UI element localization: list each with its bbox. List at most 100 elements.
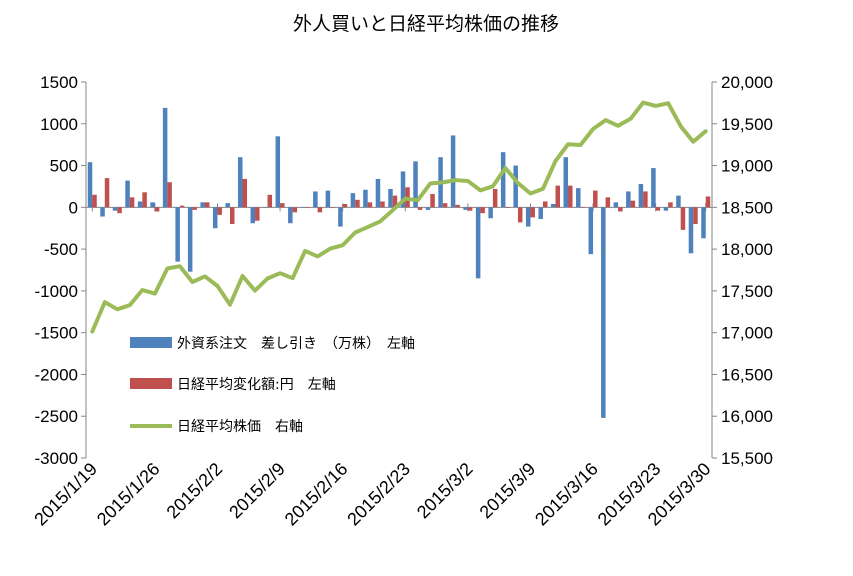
foreign-order-bar [237,157,243,208]
foreign-order-bar [375,178,381,208]
right-axis-tick-label: 19,500 [721,115,773,134]
right-axis-tick-label: 17,000 [721,324,773,343]
nikkei-change-bar [104,178,110,208]
nikkei-change-bar [154,207,160,212]
nikkei-change-bar [643,191,648,208]
foreign-order-bar [538,207,543,220]
x-axis: 2015/1/192015/1/262015/2/22015/2/92015/2… [30,203,715,530]
nikkei-change-bar [705,196,711,208]
nikkei-change-bar [367,202,373,208]
legend-label: 日経平均株価 右軸 [177,419,303,435]
nikkei-change-bar [342,203,348,208]
left-axis-tick-label: -500 [44,240,78,259]
foreign-order-bar [588,207,594,255]
foreign-order-bar [350,193,356,208]
foreign-order-bar [162,107,168,208]
nikkei-change-bar [355,199,360,208]
foreign-order-bar [613,202,619,208]
foreign-order-bar [525,207,531,227]
right-y-axis: 20,000 19,500 19,000 18,500 18,000 17,500 17,0… [711,73,773,468]
foreign-order-bar [500,152,506,208]
foreign-order-bar [325,190,331,208]
nikkei-change-bar [117,207,122,214]
x-axis-tick-label: 2015/2/9 [225,459,289,523]
nikkei-change-bar [292,207,298,213]
nikkei-change-bar [555,185,561,208]
foreign-order-bar [275,136,281,208]
foreign-order-bar [363,189,368,208]
nikkei-change-bar [630,200,636,208]
foreign-order-bar [263,207,268,208]
foreign-order-bar [137,201,143,208]
foreign-order-bar [338,207,343,227]
foreign-order-bar [413,161,418,208]
foreign-order-bar [701,207,706,239]
nikkei-change-bar [693,207,698,225]
right-axis-tick-label: 15,500 [721,449,773,468]
left-axis-tick-label: 500 [50,157,78,176]
foreign-order-bar [488,207,493,219]
nikkei-change-bar [129,197,135,208]
legend-item-nikkei-price: 日経平均株価 右軸 [130,419,303,435]
foreign-order-bar [250,207,256,224]
foreign-order-bar [175,207,180,262]
foreign-order-bar [663,207,669,211]
foreign-order-bar [225,203,230,208]
foreign-order-bar [463,207,468,210]
nikkei-change-bar [392,195,398,208]
foreign-order-bar [212,207,218,229]
right-axis-tick-label: 18,000 [721,240,773,259]
x-axis-tick-label: 2015/3/9 [476,459,540,523]
foreign-order-bar [112,207,118,211]
foreign-order-bar [475,207,481,279]
nikkei-change-bar [530,207,535,218]
x-axis-tick-label: 2015/3/2 [413,459,477,523]
nikkei-change-bar [655,207,661,211]
nikkei-change-bar [192,207,197,210]
nikkei-change-bar [580,207,586,208]
foreign-order-bar [450,135,456,208]
left-axis-tick-label: -1000 [35,282,78,301]
foreign-order-bar [638,183,644,208]
nikkei-change-bar [330,207,335,208]
left-axis-tick-label: -2500 [35,407,78,426]
x-axis-tick-label: 2015/2/23 [343,459,414,530]
nikkei-change-bar [680,207,686,230]
legend-label: 日経平均変化額:円 左軸 [177,376,336,393]
x-axis-tick-label: 2015/2/16 [281,459,352,530]
nikkei-change-bar [605,197,611,208]
right-axis-tick-label: 20,000 [721,73,773,92]
foreign-order-bar [513,165,518,208]
nikkei-change-bar [417,207,423,210]
foreign-order-bar [651,168,656,208]
foreign-order-bar [688,207,694,254]
nikkei-change-bar [517,207,523,223]
nikkei-change-bar [242,178,248,208]
left-axis-tick-label: 1500 [40,73,78,92]
legend-label: 外資系注文 差し引き （万株） 左軸 [177,336,415,352]
foreign-order-bar [150,202,155,208]
bar-series-group [87,107,711,418]
right-axis-tick-label: 16,500 [721,365,773,384]
foreign-order-bar [425,207,431,210]
nikkei-change-bar [668,202,673,208]
nikkei-change-bar [455,204,460,208]
nikkei-change-bar [317,207,323,213]
nikkei-change-bar [492,188,498,208]
foreign-order-bar [563,157,569,208]
legend-swatch [130,378,172,389]
foreign-order-bar [626,191,631,208]
nikkei-change-bar [267,194,273,208]
nikkei-change-bar [380,201,385,208]
nikkei-change-bar [92,194,97,208]
nikkei-change-bar [467,207,473,211]
foreign-order-bar [187,207,193,272]
nikkei-change-bar [255,207,260,221]
nikkei-change-bar [593,190,598,208]
legend-item-nikkei-change: 日経平均変化額:円 左軸 [130,376,336,393]
nikkei-change-bar [305,207,310,208]
nikkei-change-bar [179,205,185,208]
x-axis-tick-label: 2015/1/26 [93,459,164,530]
